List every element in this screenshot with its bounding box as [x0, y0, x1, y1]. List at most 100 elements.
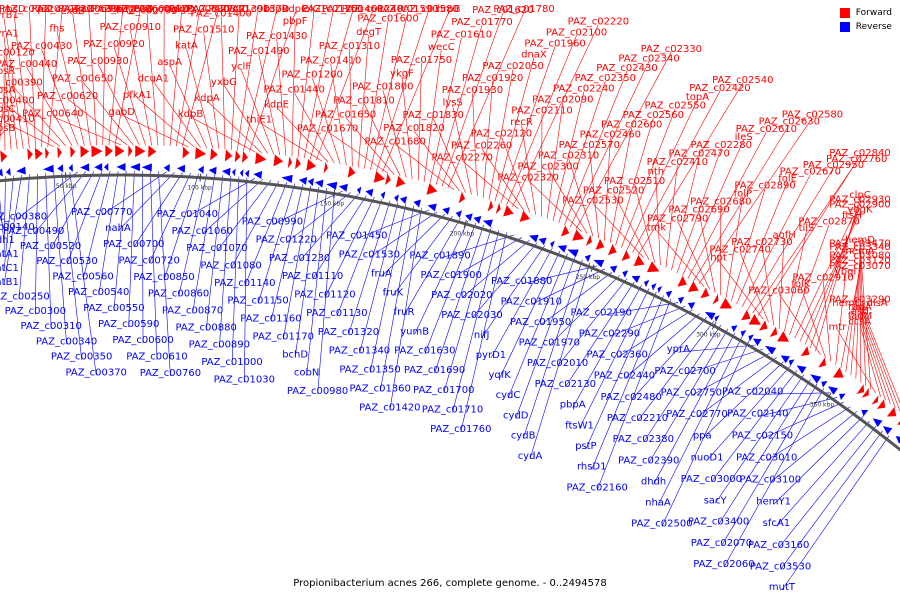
- scale-tick-label: 300 kbp: [696, 331, 721, 338]
- forward-gene-label: PAZ_c01240: [342, 4, 403, 15]
- reverse-gene-label-leader: [381, 213, 446, 277]
- forward-gene-label-leader: [52, 116, 122, 146]
- reverse-gene-arrow: [687, 302, 696, 310]
- forward-gene-label-leader: [236, 11, 258, 151]
- forward-gene-label: PAZ_c00920: [83, 39, 144, 50]
- forward-gene-label-leader: [223, 84, 268, 154]
- forward-gene-arrow: [91, 145, 103, 158]
- reverse-gene-label: PAZ_c02700: [654, 366, 715, 377]
- forward-gene-label-leader: [799, 212, 861, 342]
- forward-gene-label: PAZ_c00670: [75, 4, 136, 15]
- forward-gene-label: PAZ_c02470: [668, 148, 729, 159]
- forward-gene-label: PAZ_c02570: [559, 140, 620, 151]
- reverse-gene-label: rhsD1: [577, 462, 607, 473]
- forward-gene-label: glgP: [171, 4, 193, 15]
- forward-gene-label: PAZ_c01390: [208, 4, 269, 15]
- forward-gene-label: fadM: [848, 311, 873, 322]
- forward-gene-label: exoB: [60, 6, 85, 17]
- reverse-gene-label: ppa: [693, 431, 712, 442]
- forward-gene-label: PAZ_c00440: [0, 59, 57, 70]
- reverse-gene-label-leader: [98, 170, 119, 296]
- forward-gene-label-leader: [527, 180, 582, 232]
- forward-gene-label-leader: [592, 203, 644, 258]
- forward-gene-label: rbsB: [0, 123, 15, 134]
- reverse-gene-label: PAZ_c01170: [253, 331, 314, 342]
- forward-gene-label-leader: [501, 136, 531, 213]
- reverse-gene-arrow: [657, 285, 663, 294]
- reverse-gene-label: PAZ_c01880: [491, 276, 552, 287]
- reverse-gene-label: cydD: [503, 410, 529, 421]
- forward-gene-label: PAZ_c03340: [829, 242, 890, 253]
- reverse-gene-label-leader: [3, 176, 6, 257]
- reverse-gene-label-leader: [359, 202, 399, 354]
- forward-gene-arrow: [135, 145, 146, 158]
- reverse-gene-label-leader: [752, 392, 831, 395]
- reverse-gene-label: PAZ_c01450: [326, 231, 387, 242]
- reverse-gene-label-leader: [205, 175, 224, 331]
- forward-gene-label: PAZ_c00800: [187, 4, 248, 15]
- forward-gene-label: PAZ_c02420: [689, 83, 750, 94]
- legend-forward: Forward: [839, 8, 892, 18]
- forward-gene-label: PAZ_c01250: [302, 4, 363, 15]
- forward-gene-label: PAZ_c02730: [731, 237, 792, 248]
- reverse-gene-label-leader: [515, 256, 576, 419]
- forward-gene-label-leader: [481, 148, 525, 211]
- forward-gene-label: PAZ_c02300: [518, 161, 579, 172]
- forward-gene-label: gyrB1: [0, 10, 19, 21]
- forward-gene-label-leader: [3, 74, 6, 151]
- reverse-gene-label: PAZ_c02150: [732, 431, 793, 442]
- forward-gene-label-leader: [417, 63, 422, 181]
- forward-gene-arrow: [519, 210, 530, 222]
- reverse-gene-label: PAZ_c03010: [736, 453, 797, 464]
- forward-gene-label-leader: [97, 64, 140, 146]
- forward-gene-label: pbpF: [283, 16, 308, 27]
- forward-gene-label-leader: [855, 254, 861, 379]
- reverse-gene-label-leader: [648, 328, 729, 464]
- reverse-gene-label: gatB1: [0, 277, 19, 288]
- forward-gene-arrow: [27, 148, 33, 161]
- forward-gene-label: rbsR: [0, 66, 15, 77]
- forward-gene-label-leader: [822, 280, 831, 362]
- forward-gene-label: PAZ_c01620: [472, 5, 533, 16]
- reverse-gene-arrow: [399, 196, 408, 205]
- reverse-gene-arrow: [644, 279, 650, 288]
- forward-swatch: [839, 8, 850, 18]
- forward-gene-label-leader: [569, 61, 650, 228]
- forward-gene-label: PAZ_c00630: [92, 4, 153, 15]
- scale-tick-label: 150 kbp: [320, 200, 345, 207]
- forward-gene-label-leader: [240, 69, 275, 155]
- forward-gene-label: dnaX: [521, 49, 547, 60]
- forward-gene-label-leader: [309, 11, 353, 160]
- reverse-gene-arrow: [780, 355, 790, 364]
- reverse-gene-label-leader: [45, 173, 52, 330]
- forward-gene-label-leader: [613, 193, 650, 261]
- forward-gene-label: PAZ_c01590: [377, 4, 438, 15]
- reverse-gene-label-leader: [356, 209, 430, 239]
- forward-gene-arrow: [255, 152, 267, 165]
- reverse-gene-label-leader: [661, 340, 750, 527]
- forward-gene-label-leader: [190, 116, 256, 153]
- reverse-gene-label: PAZ_c00380: [0, 211, 47, 222]
- forward-gene-label: kdpA: [194, 93, 219, 104]
- reverse-gene-label: PAZ_c01120: [294, 290, 355, 301]
- reverse-gene-label: nuoD1: [691, 452, 724, 463]
- forward-gene-label: PAZ_c02530: [562, 196, 623, 207]
- forward-gene-label-leader: [358, 35, 369, 168]
- reverse-gene-label: PAZ_c01160: [240, 313, 301, 324]
- forward-gene-label: PAZ_c01680: [365, 136, 426, 147]
- reverse-gene-label-leader: [299, 193, 359, 262]
- forward-gene-label: PAZ_c02890: [734, 181, 795, 192]
- reverse-gene-arrow: [731, 325, 738, 333]
- reverse-gene-arrow: [550, 240, 555, 249]
- forward-gene-label-leader: [206, 100, 262, 154]
- reverse-gene-label: PAZ_c00340: [36, 336, 97, 347]
- reverse-gene-label: sacY: [704, 495, 728, 506]
- reverse-gene-label: cobN: [294, 368, 319, 379]
- forward-gene-arrow: [769, 326, 778, 337]
- reverse-gene-label-leader: [443, 227, 492, 393]
- reverse-gene-label: PAZ_c02290: [579, 328, 640, 339]
- forward-gene-label-leader: [423, 50, 442, 182]
- reverse-gene-label-leader: [33, 171, 87, 235]
- reverse-gene-label: PAZ_c01110: [282, 271, 343, 282]
- forward-gene-arrow: [585, 234, 592, 247]
